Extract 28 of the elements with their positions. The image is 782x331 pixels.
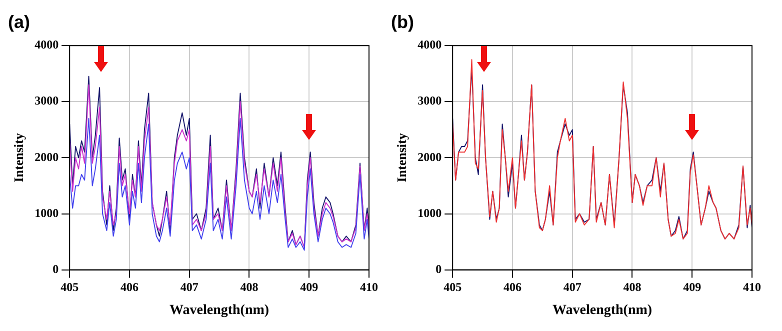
y-axis-title: Intensity [394,132,410,182]
x-axis-title: Wavelength(nm) [170,303,270,318]
x-tick-label: 408 [623,280,642,294]
y-tick-label: 2000 [34,150,59,164]
y-tick-label: 1000 [418,206,442,220]
y-tick-label: 1000 [34,206,59,220]
y-tick-label: 4000 [418,38,442,52]
x-tick-label: 405 [60,280,79,294]
x-tick-label: 410 [360,280,378,294]
y-tick-label: 3000 [418,94,442,108]
y-tick-label: 4000 [34,38,59,52]
y-axis-title: Intensity [11,132,26,182]
y-tick-label: 2000 [418,150,442,164]
chart-title: (b) [391,12,414,32]
x-tick-label: 407 [180,280,198,294]
x-tick-label: 410 [743,280,761,294]
y-tick-label: 0 [52,262,59,276]
x-tick-label: 406 [503,280,522,294]
y-tick-label: 3000 [34,94,59,108]
chart-title: (a) [8,12,30,32]
x-tick-label: 405 [444,280,462,294]
x-tick-label: 409 [683,280,702,294]
x-tick-label: 407 [563,280,582,294]
x-tick-label: 409 [300,280,318,294]
x-tick-label: 408 [240,280,258,294]
x-tick-label: 406 [120,280,138,294]
x-axis-title: Wavelength(nm) [552,303,652,318]
y-tick-label: 0 [436,262,442,276]
